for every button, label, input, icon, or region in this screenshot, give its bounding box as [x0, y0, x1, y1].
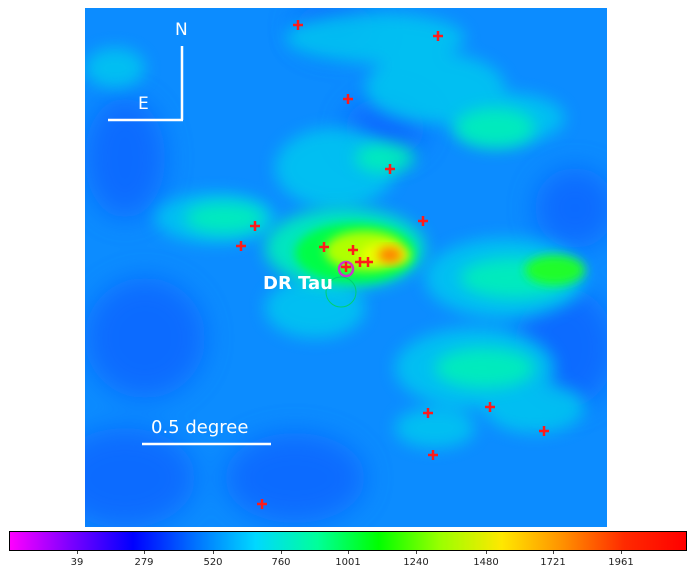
aperture-circle-icon	[325, 276, 357, 308]
plus-marker-icon	[293, 20, 303, 30]
plus-marker-icon	[418, 216, 428, 226]
colorbar-tick-mark	[416, 551, 417, 554]
plus-marker-icon	[363, 257, 373, 267]
colorbar-tick-label: 1721	[540, 557, 566, 568]
emission-map-image	[85, 8, 607, 527]
colorbar-tick-label: 1001	[335, 557, 361, 568]
colorbar-tick-label: 1240	[403, 557, 429, 568]
colorbar-tick-mark	[144, 551, 145, 554]
plus-marker-icon	[341, 262, 351, 272]
colorbar-tick-mark	[553, 551, 554, 554]
target-label: DR Tau	[263, 273, 333, 294]
plus-marker-icon	[343, 94, 353, 104]
plus-marker-icon	[539, 426, 549, 436]
compass-east-label: E	[138, 94, 149, 114]
colorbar-tick-mark	[281, 551, 282, 554]
plus-marker-icon	[385, 164, 395, 174]
plus-marker-icon	[257, 499, 267, 509]
colorbar-tick-mark	[348, 551, 349, 554]
plus-marker-icon	[485, 402, 495, 412]
source-markers	[236, 20, 549, 509]
plus-marker-icon	[348, 245, 358, 255]
plus-marker-icon	[319, 242, 329, 252]
compass-north-label: N	[175, 20, 188, 40]
colorbar-tick-mark	[77, 551, 78, 554]
colorbar-tick-label: 1961	[608, 557, 634, 568]
compass	[108, 46, 184, 122]
colorbar-tick-label: 760	[271, 557, 291, 568]
colorbar-tick-label: 39	[70, 557, 84, 568]
plus-marker-icon	[236, 241, 246, 251]
colorbar-tick-mark	[486, 551, 487, 554]
plus-marker-icon	[250, 221, 260, 231]
colorbar	[9, 531, 687, 551]
colorbar-tick-label: 1480	[473, 557, 499, 568]
colorbar-tick-mark	[621, 551, 622, 554]
colorbar-tick-label: 279	[134, 557, 154, 568]
colorbar-tick-mark	[213, 551, 214, 554]
plus-marker-icon	[428, 450, 438, 460]
plus-marker-icon	[433, 31, 443, 41]
emission-map: N E DR Tau 0.5 degree	[85, 8, 607, 527]
scale-bar-label: 0.5 degree	[151, 417, 249, 438]
plus-marker-icon	[423, 408, 433, 418]
colorbar-tick-label: 520	[203, 557, 223, 568]
